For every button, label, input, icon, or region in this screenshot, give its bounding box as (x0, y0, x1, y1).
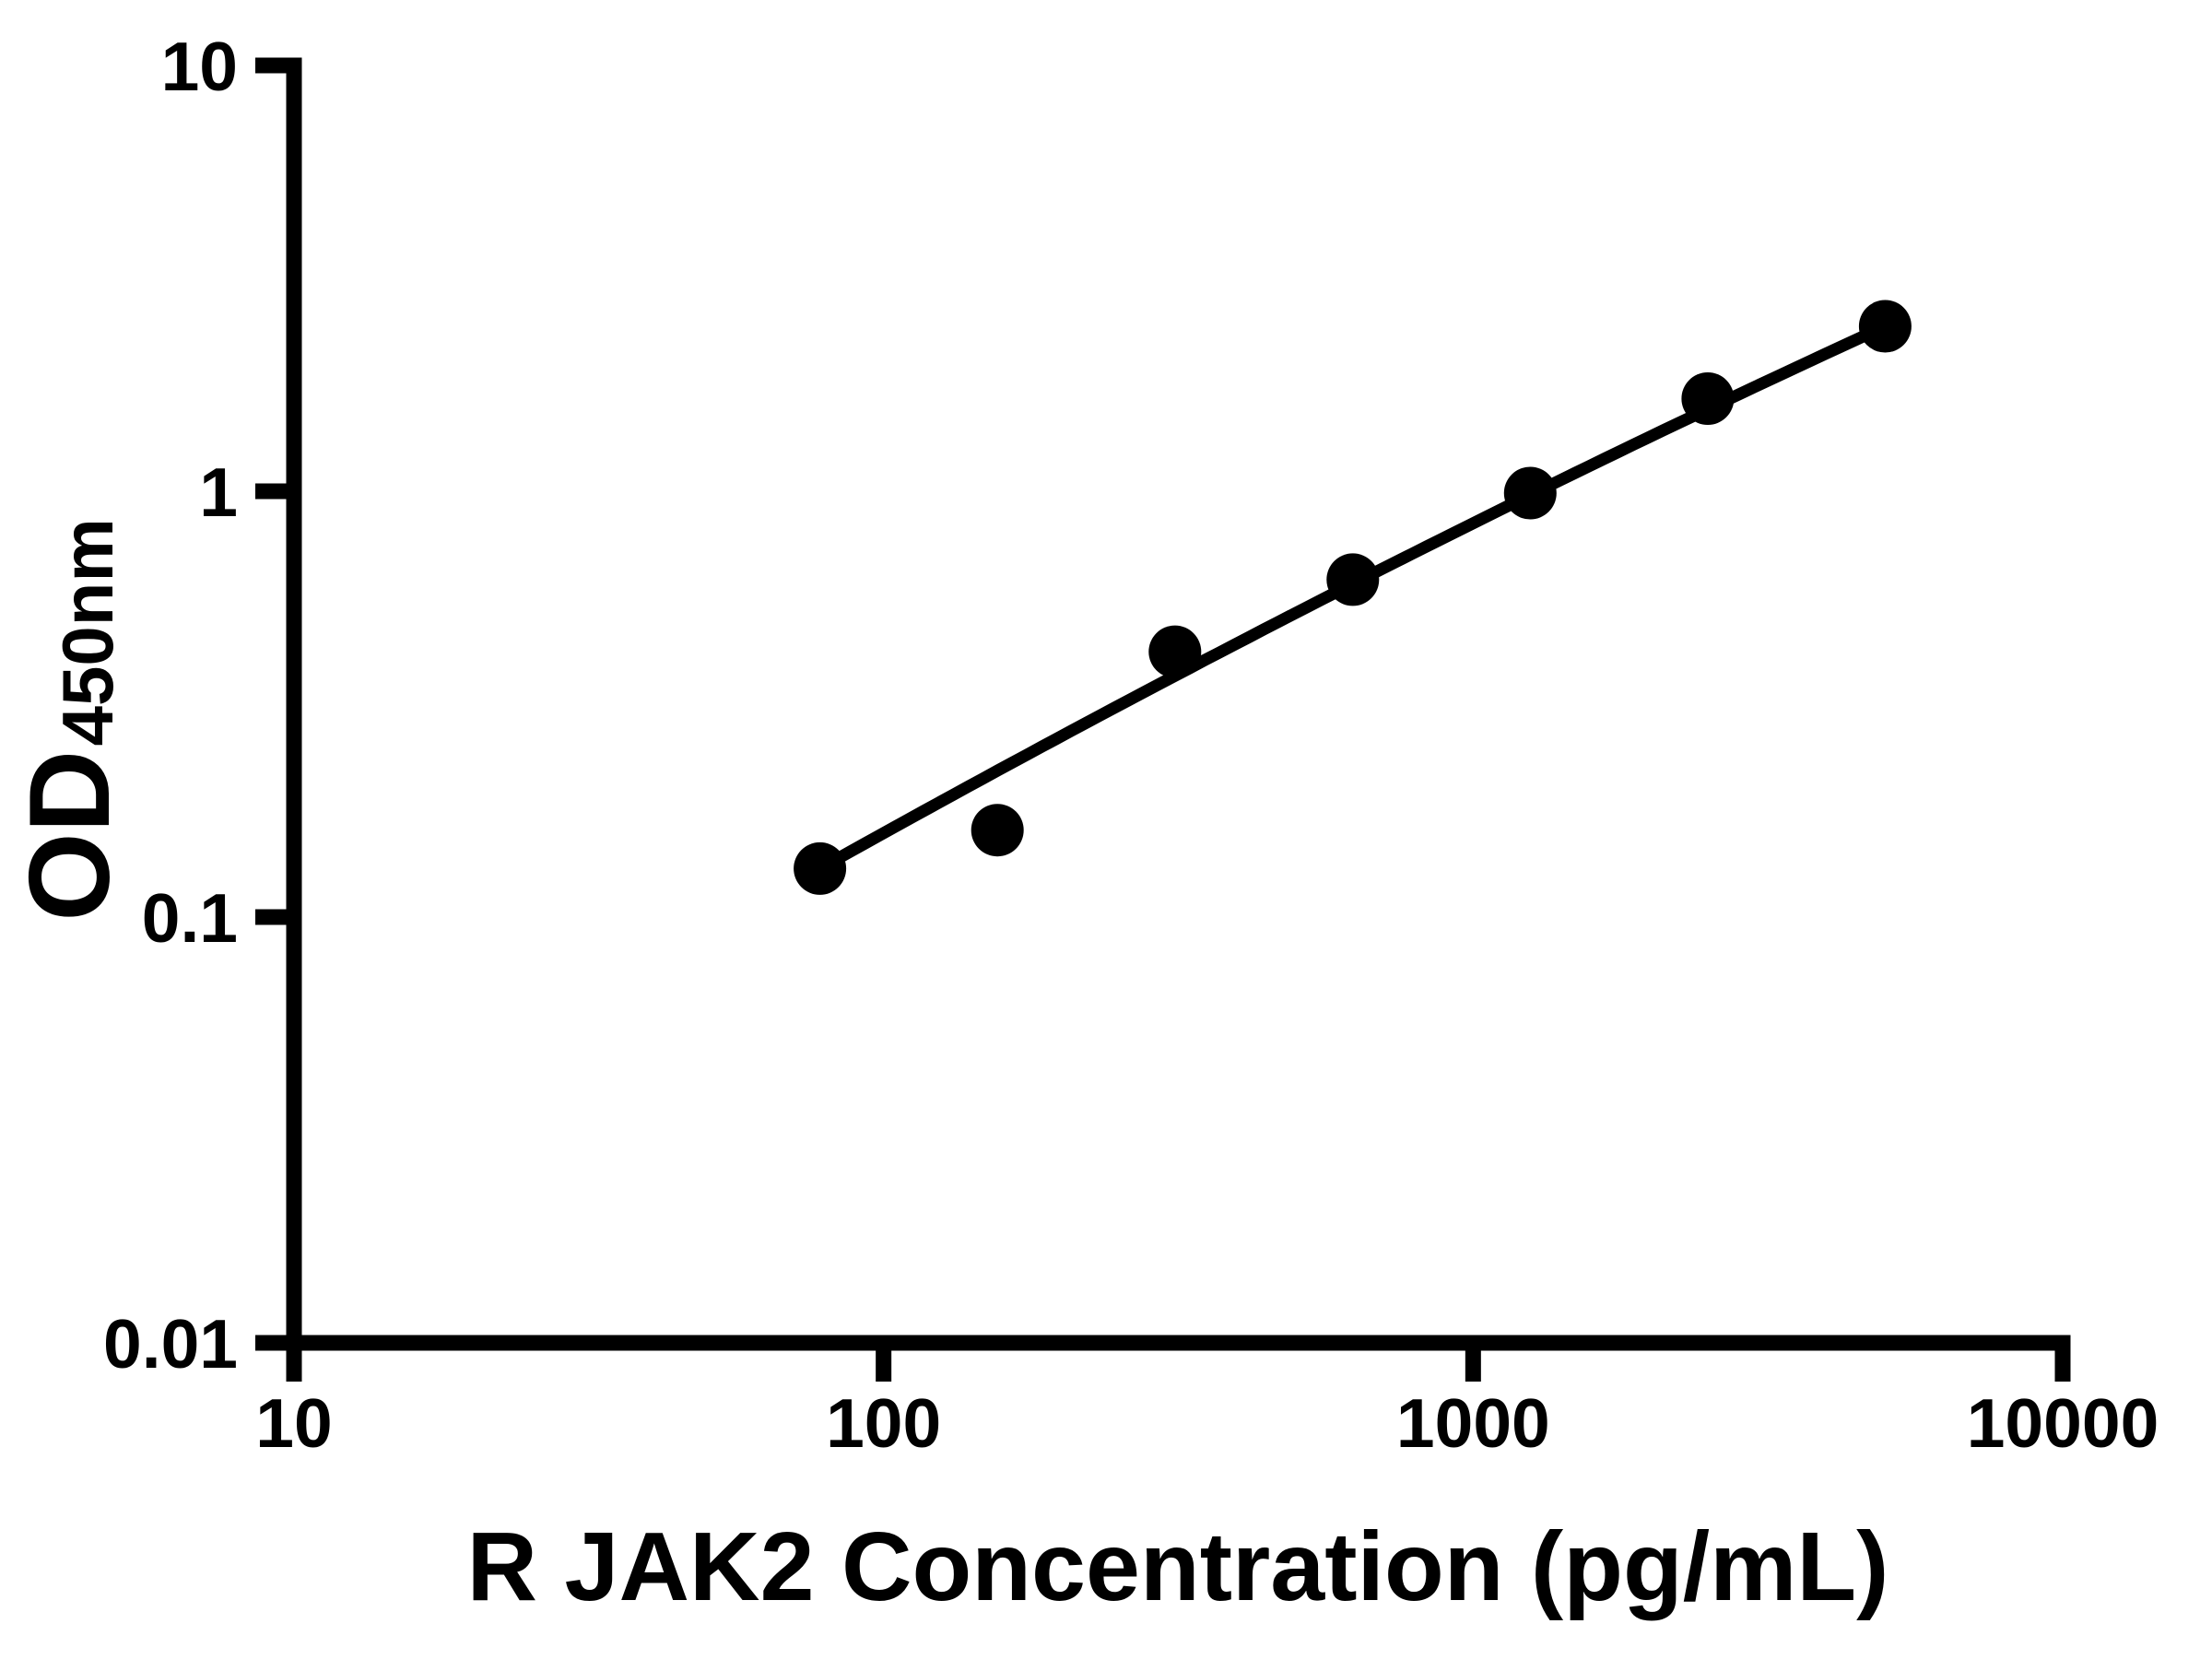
plot-area (794, 300, 1912, 895)
data-point (1858, 300, 1912, 353)
data-point (1503, 466, 1557, 520)
data-point (794, 841, 847, 895)
x-axis-tick-label: 1000 (1396, 1384, 1550, 1462)
y-axis-tick-label: 0.1 (142, 879, 238, 957)
y-axis-title-main: OD (6, 750, 134, 922)
y-axis-tick-label: 1 (199, 453, 238, 531)
y-axis-title: OD 450nm (6, 518, 134, 922)
axes (255, 57, 2071, 1382)
x-axis-tick-label: 10 (255, 1384, 332, 1462)
x-axis-tick-label: 100 (826, 1384, 941, 1462)
data-point (1148, 625, 1202, 678)
data-point (1326, 553, 1380, 606)
data-point (1681, 372, 1735, 425)
y-axis-tick-label: 0.01 (103, 1305, 238, 1382)
y-axis-title-subscript: 450nm (47, 518, 128, 746)
axis-spine (286, 57, 2071, 1351)
y-axis-tick-label: 10 (161, 28, 238, 105)
x-axis-title: R JAK2 Concentration (pg/mL) (467, 1512, 1889, 1621)
x-axis-tick-label: 10000 (1967, 1384, 2159, 1462)
data-point (971, 804, 1024, 857)
